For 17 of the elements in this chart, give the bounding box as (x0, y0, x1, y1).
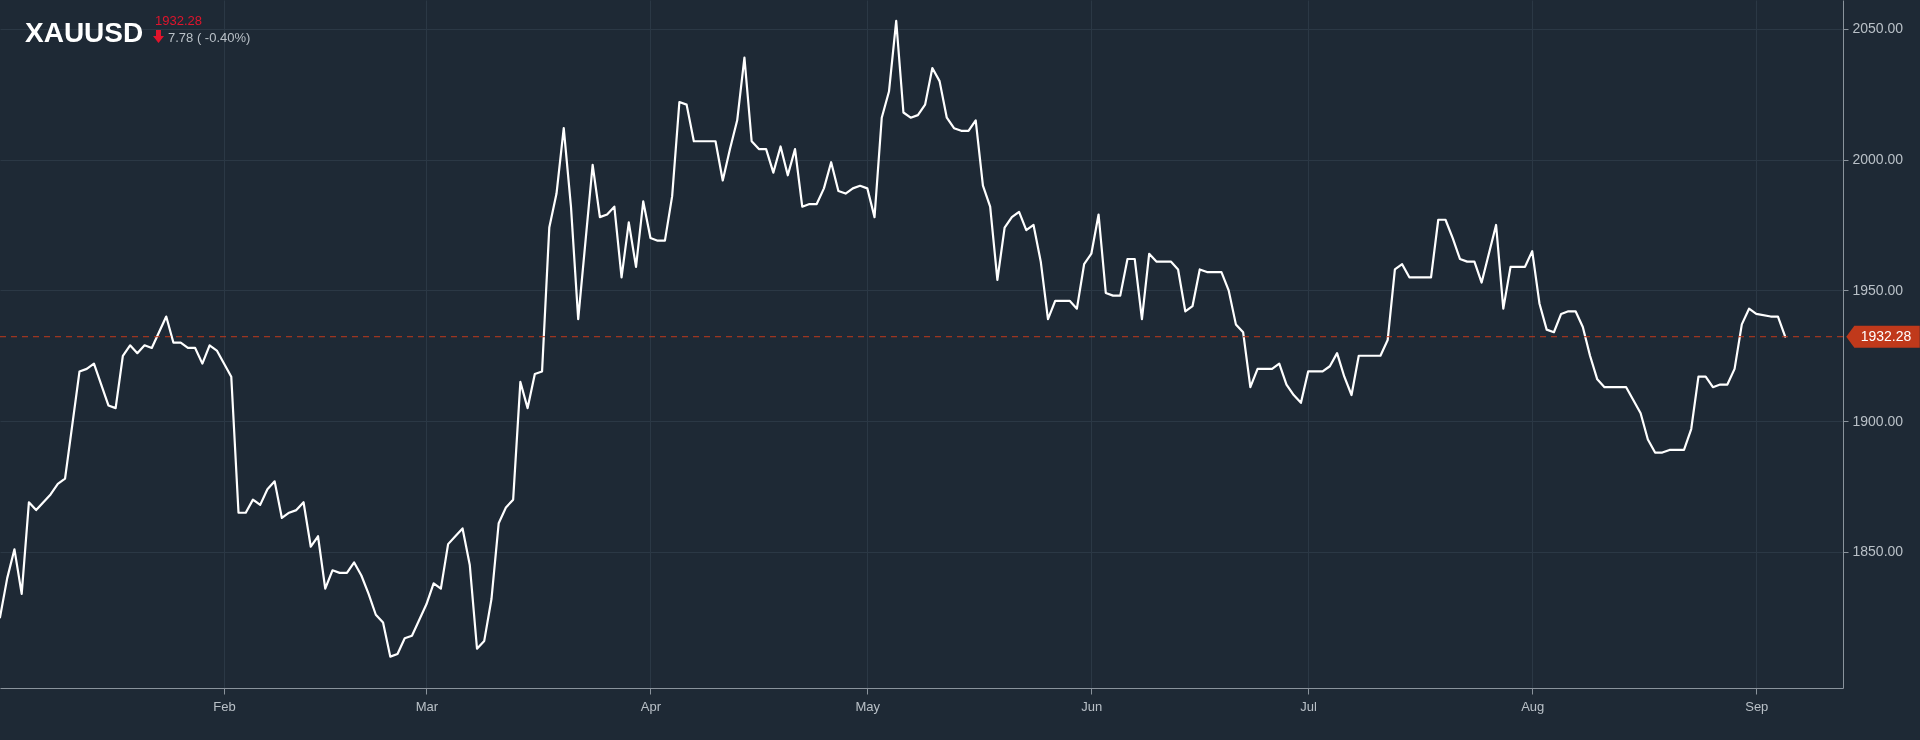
y-tick-label: 1900.00 (1852, 412, 1904, 429)
x-tick-label: Jun (1081, 698, 1103, 714)
y-tick-label: 2000.00 (1852, 151, 1904, 168)
ref-line-label: 1932.28 (1860, 327, 1912, 344)
x-tick-label: Sep (1745, 698, 1769, 714)
annotation: 1932.28 (155, 13, 202, 28)
x-tick-label: Apr (640, 698, 662, 714)
x-tick-label: Feb (213, 698, 236, 714)
x-tick-label: Jul (1300, 698, 1318, 714)
annotation: 7.78 ( -0.40%) (168, 30, 251, 45)
text: XAUUSD (25, 17, 144, 48)
x-tick-label: May (855, 698, 881, 714)
x-tick-label: Aug (1521, 698, 1545, 714)
y-tick-label: 1950.00 (1852, 281, 1904, 298)
y-tick-label: 1850.00 (1852, 543, 1904, 560)
x-tick-label: Mar (415, 698, 439, 714)
y-tick-label: 2050.00 (1852, 20, 1904, 37)
